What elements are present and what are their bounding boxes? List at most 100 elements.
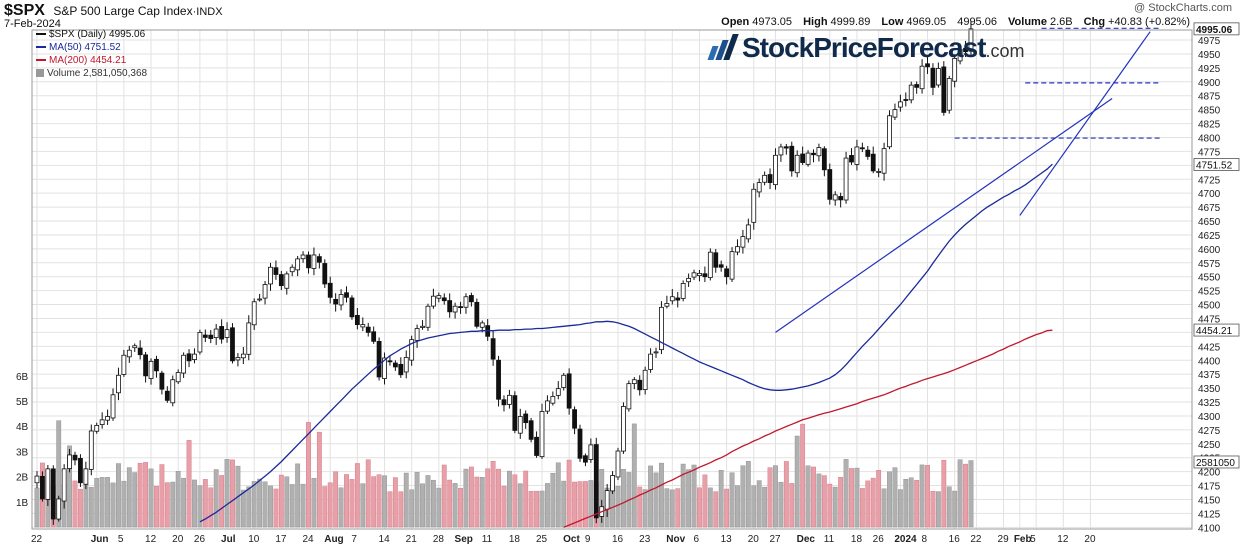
credit: @ StockCharts.com xyxy=(1134,2,1232,14)
volume-bar xyxy=(930,491,936,528)
candle-body xyxy=(354,314,360,326)
trend-lines xyxy=(775,27,1162,333)
volume-bar xyxy=(832,486,838,528)
candle-body xyxy=(914,84,920,88)
candle-body xyxy=(246,322,252,355)
volume-bar xyxy=(691,464,697,528)
candle-body xyxy=(257,298,263,301)
volume-bar xyxy=(88,487,94,528)
candle-body xyxy=(767,174,773,183)
price-tick-label: 4575 xyxy=(1198,259,1221,270)
price-tick-label: 4825 xyxy=(1198,120,1221,131)
date-tick-label: 29 xyxy=(998,534,1010,545)
candle-body xyxy=(278,274,284,287)
volume-bar xyxy=(572,481,577,528)
candle-body xyxy=(452,305,458,313)
volume-bar xyxy=(257,478,263,528)
price-tick-label: 4300 xyxy=(1198,412,1221,423)
candle-body xyxy=(360,324,366,328)
candle-body xyxy=(289,266,295,273)
volume-bar xyxy=(669,489,675,528)
price-tick-label: 4425 xyxy=(1198,342,1221,353)
volume-bar xyxy=(56,420,62,528)
volume-bar xyxy=(501,485,507,528)
candle-body xyxy=(409,339,415,361)
candle-body xyxy=(463,296,469,308)
volume-bar xyxy=(859,488,865,528)
date-tick-label: 24 xyxy=(303,534,315,545)
candle-body xyxy=(50,468,56,520)
candle-body xyxy=(154,358,159,372)
candle-body xyxy=(333,298,339,305)
candle-body xyxy=(545,400,550,412)
volume-bar xyxy=(219,475,225,528)
candle-body xyxy=(99,419,105,425)
candle-body xyxy=(441,297,447,302)
price-tick-label: 4250 xyxy=(1198,440,1221,451)
price-tick-label: 4400 xyxy=(1198,356,1221,367)
volume-bar xyxy=(295,463,301,528)
candle-body xyxy=(593,444,599,519)
legend-price-text: $SPX (Daily) 4995.06 xyxy=(49,29,146,40)
candle-body xyxy=(132,345,138,349)
volume-bar xyxy=(284,476,290,528)
volume-bar xyxy=(849,468,854,528)
candle-body xyxy=(566,373,572,409)
volume-bar xyxy=(865,480,871,528)
volume-bar xyxy=(615,486,621,528)
volume-bar xyxy=(952,490,958,528)
volume-bar xyxy=(664,488,670,528)
volume-bar xyxy=(881,488,887,528)
volume-bar xyxy=(306,422,311,528)
volume-bar xyxy=(631,423,637,528)
price-axis: 4100412541504175420042254250427543004325… xyxy=(1193,22,1240,534)
candle-body xyxy=(610,475,615,492)
date-tick-label: Oct xyxy=(563,534,580,545)
candle-body xyxy=(94,425,100,432)
candle-body xyxy=(919,65,925,90)
date-tick-label: 11 xyxy=(824,534,835,545)
date-tick-label: 28 xyxy=(433,534,445,545)
volume-bar xyxy=(137,462,143,528)
volume-last-tag: 2581050 xyxy=(1196,458,1235,469)
candle-body xyxy=(202,334,208,338)
candle-body xyxy=(479,322,485,328)
volume-bar xyxy=(159,464,165,528)
date-tick-label: 26 xyxy=(194,534,206,545)
volume-bar xyxy=(811,466,816,528)
volume-bar xyxy=(621,469,626,528)
volume-bar xyxy=(365,459,371,528)
volume-bar xyxy=(463,468,469,528)
volume-bar xyxy=(213,469,219,528)
candle-body xyxy=(783,146,789,149)
candle-body xyxy=(865,149,871,157)
volume-bar xyxy=(170,481,176,528)
candle-body xyxy=(800,153,806,163)
legend-ma200: MA(200) 4454.21 xyxy=(36,54,147,67)
trendline-long xyxy=(775,98,1113,333)
volume-bar xyxy=(887,471,892,528)
candle-body xyxy=(338,294,344,306)
price-tick-label: 4700 xyxy=(1198,189,1221,200)
candle-body xyxy=(88,430,94,470)
candle-body xyxy=(430,295,436,307)
volume-bar xyxy=(430,479,436,528)
candle-body xyxy=(316,256,322,263)
date-tick-label: 9 xyxy=(585,534,591,545)
volume-bar xyxy=(392,477,398,528)
volume-bar xyxy=(327,482,333,528)
candle-body xyxy=(116,374,121,394)
volume-bar xyxy=(403,472,409,528)
volume-bar xyxy=(914,480,920,528)
price-tick-label: 4725 xyxy=(1198,175,1221,186)
price-tick-label: 4875 xyxy=(1198,92,1221,103)
candle-body xyxy=(251,301,257,326)
candle-body xyxy=(648,353,653,370)
volume-bar xyxy=(436,487,442,528)
candle-body xyxy=(148,360,154,379)
candle-body xyxy=(365,326,371,333)
date-tick-label: 8 xyxy=(922,534,928,545)
watermark-suffix: .com xyxy=(985,41,1025,61)
volume-bar xyxy=(132,472,138,528)
candle-body xyxy=(414,328,420,341)
